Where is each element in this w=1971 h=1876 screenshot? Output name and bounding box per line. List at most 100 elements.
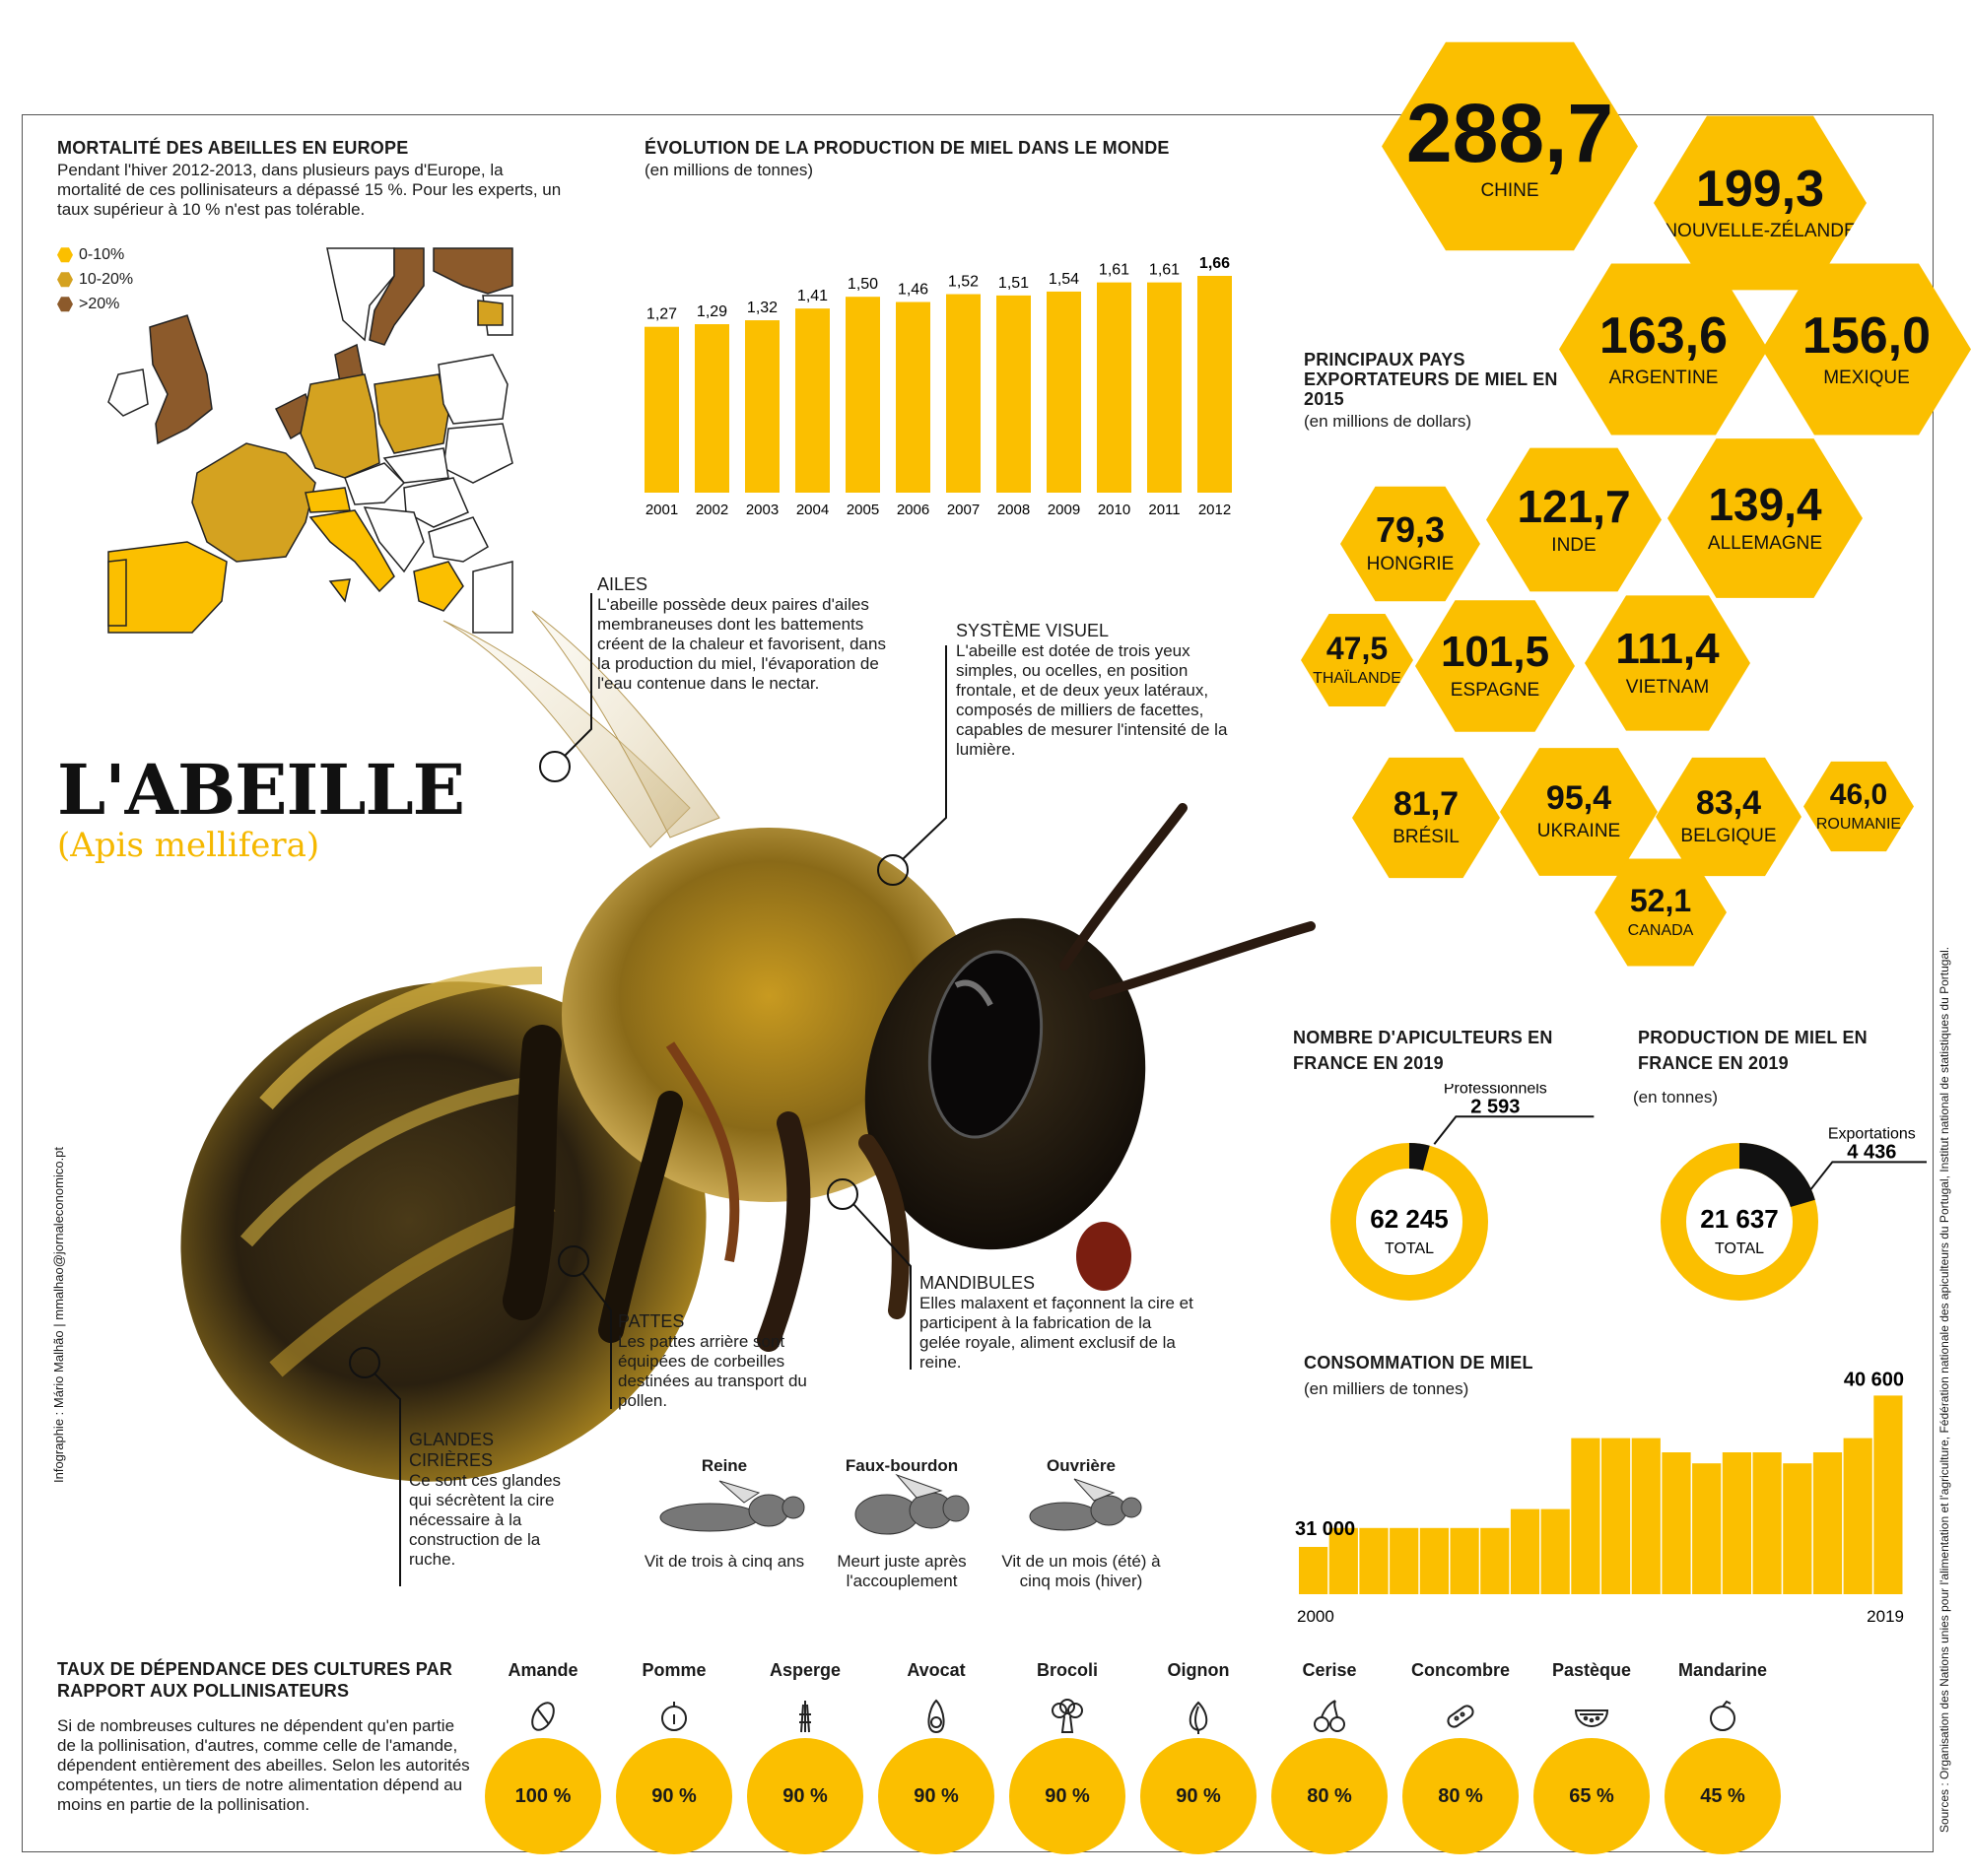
- production-fr-subtitle: (en tonnes): [1633, 1088, 1718, 1106]
- bar-year-label: 2009: [1048, 502, 1080, 518]
- exporter-hex: 156,0 MEXIQUE: [1762, 263, 1971, 436]
- caste-queen-text: Vit de trois à cinq ans: [644, 1552, 805, 1571]
- exporter-value: 46,0: [1829, 777, 1888, 811]
- crops-text: Si de nombreuses cultures ne dépendent q…: [57, 1716, 470, 1814]
- callout-title: AILES: [597, 574, 648, 594]
- slice-leader-line: [1809, 1161, 1927, 1190]
- crop-name: Mandarine: [1677, 1660, 1768, 1680]
- exporter-country: INDE: [1551, 534, 1597, 556]
- exporter-country: VIETNAM: [1625, 677, 1710, 698]
- vision-callout: SYSTÈME VISUEL L'abeille est dotée de tr…: [956, 621, 1252, 760]
- exporter-country: UKRAINE: [1536, 821, 1621, 841]
- asparagus-icon: [785, 1697, 825, 1736]
- exporter-country: CHINE: [1480, 179, 1539, 201]
- bar: [745, 320, 780, 493]
- donut-slice: [1738, 1143, 1815, 1208]
- crop-percentage-circle: 90 %: [747, 1738, 863, 1854]
- bar-year-label: 2002: [696, 502, 728, 518]
- mortality-title: MORTALITÉ DES ABEILLES EN EUROPE: [57, 138, 409, 158]
- bar-year-label: 2001: [646, 502, 678, 518]
- donut-total-label: TOTAL: [1385, 1240, 1434, 1257]
- bar: [1197, 276, 1232, 493]
- broccoli-icon: [1048, 1697, 1087, 1736]
- area-step: [1419, 1527, 1449, 1594]
- watermelon-icon: [1572, 1697, 1611, 1736]
- callout-text: Elles malaxent et façonnent la cire et p…: [919, 1294, 1193, 1372]
- area-step: [1783, 1463, 1812, 1594]
- callout-text: L'abeille possède deux paires d'ailes me…: [597, 595, 886, 693]
- hex-swatch-icon: [57, 247, 73, 263]
- bar-value-label: 1,66: [1199, 255, 1230, 272]
- europe-map: [107, 247, 513, 634]
- area-step: [1692, 1463, 1722, 1594]
- area-step: [1843, 1438, 1872, 1594]
- bar: [996, 295, 1031, 493]
- area-step: [1662, 1452, 1691, 1594]
- exporter-hex: 52,1 CANADA: [1595, 858, 1727, 967]
- bar-year-label: 2004: [796, 502, 829, 518]
- legend-item: 10-20%: [57, 267, 133, 292]
- donut-total-value: 62 245: [1370, 1204, 1449, 1234]
- mortality-text: Pendant l'hiver 2012-2013, dans plusieur…: [57, 161, 562, 219]
- slice-label: Exportations: [1828, 1125, 1916, 1142]
- crop-name: Concombre: [1410, 1660, 1510, 1680]
- caste-drone-text: Meurt juste après l'accouplement: [837, 1552, 967, 1590]
- onion-icon: [1179, 1697, 1218, 1736]
- tangerine-icon: [1703, 1697, 1742, 1736]
- area-step: [1359, 1527, 1389, 1594]
- crop-percentage-circle: 90 %: [878, 1738, 994, 1854]
- bar: [846, 297, 880, 493]
- exporter-value: 47,5: [1325, 631, 1389, 666]
- bar-value-label: 1,41: [797, 288, 828, 304]
- area-step: [1873, 1395, 1903, 1594]
- infographic-frame: [22, 114, 1934, 1852]
- area-step: [1571, 1438, 1600, 1594]
- production-fr-title: PRODUCTION DE MIEL EN FRANCE EN 2019: [1638, 1028, 1868, 1073]
- bee-illustration: [180, 610, 1316, 1482]
- exporter-hex: 111,4 VIETNAM: [1585, 595, 1750, 731]
- consumption-subtitle: (en milliers de tonnes): [1304, 1379, 1469, 1398]
- consumption-area-chart: 31 000 40 600 2000 2019: [1295, 1369, 1904, 1626]
- bar-value-label: 1,61: [1149, 262, 1180, 279]
- glands-callout: GLANDES CIRIÈRES Ce sont ces glandes qui…: [409, 1430, 577, 1570]
- legend-label: 0-10%: [79, 246, 125, 263]
- slice-value: 2 593: [1470, 1096, 1520, 1117]
- bar-value-label: 1,29: [697, 303, 727, 320]
- area-step: [1812, 1452, 1843, 1594]
- avocado-icon: [917, 1697, 956, 1736]
- bar-year-label: 2011: [1148, 502, 1180, 518]
- bar-year-label: 2012: [1198, 502, 1231, 518]
- area-step: [1722, 1452, 1751, 1594]
- bar-value-label: 1,51: [998, 275, 1029, 292]
- legs-callout: PATTES Les pattes arrière sont équipées …: [618, 1311, 835, 1411]
- crop-percentage-circle: 100 %: [485, 1738, 601, 1854]
- crop-name: Avocat: [907, 1660, 966, 1680]
- callout-title: GLANDES CIRIÈRES: [409, 1430, 495, 1470]
- hex-swatch-icon: [57, 297, 73, 312]
- donut-slice: [1408, 1143, 1430, 1171]
- exporter-country: ESPAGNE: [1450, 680, 1540, 701]
- last-year-label: 2019: [1867, 1607, 1904, 1626]
- author-credit: Infographie : Mário Malhão | mmalhao@jor…: [51, 1146, 66, 1483]
- caste-illustrations: [659, 1473, 1142, 1535]
- exporter-country: ALLEMAGNE: [1707, 533, 1823, 554]
- bar-year-label: 2006: [897, 502, 929, 518]
- exporter-hex: 288,7 CHINE: [1382, 41, 1638, 251]
- apple-icon: [654, 1697, 694, 1736]
- area-step: [1480, 1527, 1510, 1594]
- bar: [1047, 291, 1081, 493]
- bar-year-label: 2005: [847, 502, 879, 518]
- crop-percentage-circle: 80 %: [1271, 1738, 1388, 1854]
- bar-year-label: 2008: [997, 502, 1030, 518]
- crop-percentage-circle: 90 %: [1009, 1738, 1125, 1854]
- exporter-value: 95,4: [1545, 779, 1612, 817]
- callout-text: Les pattes arrière sont équipées de corb…: [618, 1332, 807, 1410]
- bar: [946, 294, 981, 493]
- crop-name: Cerise: [1302, 1660, 1357, 1680]
- bar-value-label: 1,61: [1099, 262, 1129, 279]
- exporter-value: 83,4: [1695, 784, 1762, 822]
- production-bar-chart: 1,27 2001 1,29 2002 1,32 2003 1,41 2004 1,50 2005…: [645, 255, 1232, 518]
- bar-value-label: 1,52: [948, 274, 979, 291]
- legend-item: >20%: [57, 292, 133, 316]
- crop-percentage-circle: 65 %: [1533, 1738, 1650, 1854]
